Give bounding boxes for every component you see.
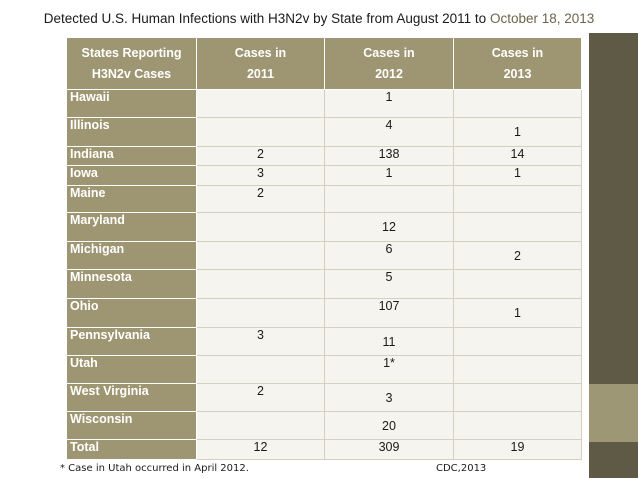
cases-2012-cell: 1 bbox=[324, 165, 454, 186]
table-row: Ohio 107 1 bbox=[66, 298, 582, 328]
cases-2011-cell: 2 bbox=[196, 185, 325, 213]
cases-2012-cell: 20 bbox=[324, 411, 454, 440]
state-cell: Illinois bbox=[66, 117, 197, 147]
cases-2013-cell bbox=[453, 383, 582, 412]
state-cell: West Virginia bbox=[66, 383, 197, 412]
cases-2013-cell bbox=[453, 185, 582, 213]
cases-2011-cell bbox=[196, 212, 325, 242]
cases-2013-cell bbox=[453, 411, 582, 440]
cases-2012-cell: 3 bbox=[324, 383, 454, 412]
cases-2011-cell bbox=[196, 355, 325, 384]
slide-title: Detected U.S. Human Infections with H3N2… bbox=[0, 11, 638, 26]
header-2011-line1: Cases in bbox=[234, 45, 287, 60]
table-row: Michigan 6 2 bbox=[66, 241, 582, 270]
cases-2012-cell: 12 bbox=[324, 212, 454, 242]
cases-2013-cell bbox=[453, 269, 582, 299]
cases-table: States Reporting H3N2v Cases Cases in 20… bbox=[66, 37, 582, 460]
table-header-row: States Reporting H3N2v Cases Cases in 20… bbox=[66, 37, 582, 90]
cases-2011-cell: 2 bbox=[196, 146, 325, 166]
state-cell: Indiana bbox=[66, 146, 197, 166]
cases-2013-cell: 14 bbox=[453, 146, 582, 166]
header-2011: Cases in 2011 bbox=[196, 37, 325, 90]
total-2013: 19 bbox=[453, 439, 582, 460]
header-states-line2: H3N2v Cases bbox=[91, 66, 172, 81]
state-cell: Wisconsin bbox=[66, 411, 197, 440]
table-row: Indiana 2 138 14 bbox=[66, 146, 582, 166]
footnote: * Case in Utah occurred in April 2012. bbox=[60, 463, 249, 474]
cases-2011-cell bbox=[196, 89, 325, 118]
cases-2012-cell: 1 bbox=[324, 89, 454, 118]
cases-2012-cell: 11 bbox=[324, 327, 454, 356]
cases-2013-cell: 1 bbox=[453, 165, 582, 186]
cases-2011-cell: 3 bbox=[196, 165, 325, 186]
cases-2012-cell: 107 bbox=[324, 298, 454, 328]
cases-2012-cell: 1* bbox=[324, 355, 454, 384]
header-2011-line2: 2011 bbox=[246, 66, 275, 81]
table-row: Minnesota 5 bbox=[66, 269, 582, 299]
state-cell: Maryland bbox=[66, 212, 197, 242]
table-row: Hawaii 1 bbox=[66, 89, 582, 118]
cases-2011-cell bbox=[196, 241, 325, 270]
state-cell: Iowa bbox=[66, 165, 197, 186]
title-date: October 18, 2013 bbox=[489, 11, 595, 26]
header-2013: Cases in 2013 bbox=[453, 37, 582, 90]
table-row: Pennsylvania 3 11 bbox=[66, 327, 582, 356]
total-2012: 309 bbox=[324, 439, 454, 460]
total-2011: 12 bbox=[196, 439, 325, 460]
total-label: Total bbox=[66, 439, 197, 460]
state-cell: Michigan bbox=[66, 241, 197, 270]
table-row: Illinois 4 1 bbox=[66, 117, 582, 147]
cases-2013-cell bbox=[453, 327, 582, 356]
table-row: Maryland 12 bbox=[66, 212, 582, 242]
header-2012-line1: Cases in bbox=[363, 45, 415, 60]
table-total-row: Total 12 309 19 bbox=[66, 439, 582, 460]
header-states: States Reporting H3N2v Cases bbox=[66, 37, 197, 90]
table-row: Utah 1* bbox=[66, 355, 582, 384]
cases-2011-cell bbox=[196, 117, 325, 147]
header-2012-line2: 2012 bbox=[375, 66, 403, 81]
cases-2013-cell bbox=[453, 355, 582, 384]
table-row: Iowa 3 1 1 bbox=[66, 165, 582, 186]
cases-2011-cell: 3 bbox=[196, 327, 325, 356]
title-main: Detected U.S. Human Infections with H3N2… bbox=[43, 11, 487, 26]
cases-2011-cell bbox=[196, 269, 325, 299]
state-cell: Utah bbox=[66, 355, 197, 384]
cases-2012-cell: 138 bbox=[324, 146, 454, 166]
cases-2013-cell bbox=[453, 89, 582, 118]
cases-2013-cell: 1 bbox=[453, 298, 582, 328]
cases-2013-cell: 2 bbox=[453, 241, 582, 270]
state-cell: Pennsylvania bbox=[66, 327, 197, 356]
state-cell: Hawaii bbox=[66, 89, 197, 118]
cases-2011-cell bbox=[196, 411, 325, 440]
cases-2011-cell bbox=[196, 298, 325, 328]
table-row: Wisconsin 20 bbox=[66, 411, 582, 440]
source-citation: CDC,2013 bbox=[436, 463, 487, 474]
header-states-line1: States Reporting bbox=[81, 45, 182, 60]
cases-2012-cell: 5 bbox=[324, 269, 454, 299]
cases-2011-cell: 2 bbox=[196, 383, 325, 412]
cases-2013-cell bbox=[453, 212, 582, 242]
table-row: West Virginia 2 3 bbox=[66, 383, 582, 412]
cases-2012-cell: 6 bbox=[324, 241, 454, 270]
cases-2012-cell bbox=[324, 185, 454, 213]
state-cell: Maine bbox=[66, 185, 197, 213]
cases-2013-cell: 1 bbox=[453, 117, 582, 147]
cases-2012-cell: 4 bbox=[324, 117, 454, 147]
header-2013-line2: 2013 bbox=[503, 66, 532, 81]
state-cell: Minnesota bbox=[66, 269, 197, 299]
decorative-side-accent bbox=[589, 384, 638, 442]
header-2012: Cases in 2012 bbox=[324, 37, 454, 90]
state-cell: Ohio bbox=[66, 298, 197, 328]
header-2013-line1: Cases in bbox=[491, 45, 544, 60]
table-row: Maine 2 bbox=[66, 185, 582, 213]
